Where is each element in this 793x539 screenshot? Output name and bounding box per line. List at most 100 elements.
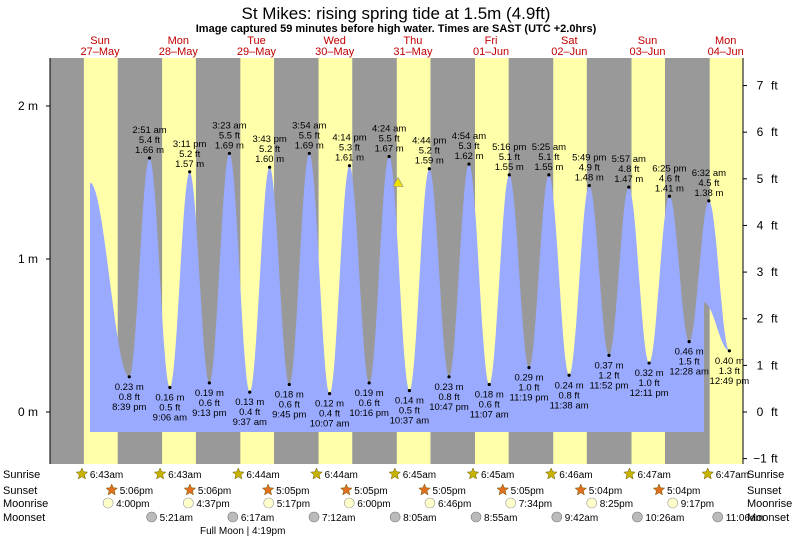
tide-labels: 0.23 m0.8 ft8:39 pm2:51 am5.4 ft1.66 m0.… xyxy=(112,120,749,429)
sunrise-icon xyxy=(310,467,323,480)
low-tide-height-ft: 1.5 ft xyxy=(679,357,700,368)
sunrise-icon xyxy=(231,467,245,480)
tide-point xyxy=(168,385,172,390)
tide-point xyxy=(447,375,451,379)
right-axis-tick-unit: ft xyxy=(771,265,778,279)
tide-point xyxy=(687,340,691,344)
high-tide-height-m: 1.67 m xyxy=(375,143,404,154)
high-tide-height-ft: 4.5 ft xyxy=(698,178,719,189)
day-date-label: 03–Jun xyxy=(629,46,665,58)
left-axis-tick-label: 2 m xyxy=(18,99,38,113)
sunrise-time: 6:47am xyxy=(716,470,749,481)
day-of-week-label: Tue xyxy=(247,35,266,47)
tide-point xyxy=(188,170,192,174)
sunrise-time: 6:43am xyxy=(168,470,201,481)
tide-point xyxy=(427,167,431,171)
day-of-week-label: Fri xyxy=(485,35,498,47)
day-date-label: 02–Jun xyxy=(551,46,587,58)
low-tide-time: 8:39 pm xyxy=(112,402,146,413)
tide-point xyxy=(367,381,371,385)
low-tide-time: 11:19 pm xyxy=(510,393,549,404)
sunrise-time: 6:44am xyxy=(325,470,358,481)
low-tide-time: 9:37 am xyxy=(233,417,267,428)
tide-point xyxy=(667,194,672,198)
chart-title: St Mikes: rising spring tide at 1.5m (4.… xyxy=(242,4,551,23)
right-axis-tick-unit: ft xyxy=(771,452,778,466)
high-tide-time: 4:54 am xyxy=(452,131,486,142)
sunrise-time: 6:43am xyxy=(90,470,123,481)
current-level-marker xyxy=(392,176,404,187)
moonrise-row-label-left: Moonrise xyxy=(3,498,48,510)
high-tide-height-ft: 5.4 ft xyxy=(139,135,160,146)
high-tide-height-m: 1.48 m xyxy=(575,173,604,184)
low-tide-time: 10:07 am xyxy=(310,419,350,430)
moonrise-icon xyxy=(505,497,517,509)
low-tide-height-m: 0.37 m xyxy=(594,360,623,371)
high-tide-height-ft: 4.8 ft xyxy=(618,164,639,175)
right-axis-tick-unit: ft xyxy=(771,218,778,232)
low-tide-height-ft: 0.6 ft xyxy=(199,398,220,409)
sunrise-time: 6:44am xyxy=(246,470,279,481)
day-of-week-label: Sun xyxy=(90,35,110,47)
sunset-row-label-right: Sunset xyxy=(747,485,781,497)
moonset-icon xyxy=(227,511,239,523)
low-tide-time: 12:49 pm xyxy=(710,376,750,387)
tide-point xyxy=(527,366,531,370)
sunset-icon xyxy=(496,483,510,496)
high-tide-height-ft: 5.2 ft xyxy=(419,146,440,157)
day-headers: Sun27–MayMon28–MayTue29–MayWed30–MayThu3… xyxy=(81,35,744,58)
moonset-icon xyxy=(470,511,482,523)
tide-point xyxy=(207,381,211,385)
day-date-label: 27–May xyxy=(81,46,121,58)
tide-point xyxy=(607,353,611,357)
moonset-icon xyxy=(146,511,157,523)
low-tide-height-m: 0.19 m xyxy=(195,388,224,399)
moonset-icon xyxy=(632,511,643,523)
low-tide-height-m: 0.24 m xyxy=(555,380,584,391)
low-tide-time: 12:28 am xyxy=(669,367,709,378)
left-axis-tick-label: 0 m xyxy=(18,405,38,419)
tide-point xyxy=(547,173,551,177)
low-tide-height-m: 0.18 m xyxy=(275,389,304,400)
high-tide-height-ft: 4.6 ft xyxy=(659,173,680,184)
high-tide-time: 5:16 pm xyxy=(492,142,526,153)
right-axis-tick-unit: ft xyxy=(771,125,778,139)
high-tide-height-m: 1.47 m xyxy=(614,174,643,185)
low-tide-height-m: 0.12 m xyxy=(315,399,344,410)
moonrise-time: 4:00pm xyxy=(116,499,149,510)
low-tide-time: 9:45 pm xyxy=(272,409,306,420)
moonrise-row-label-right: Moonrise xyxy=(747,498,792,510)
low-tide-height-ft: 0.8 ft xyxy=(119,392,140,403)
low-tide-height-ft: 1.0 ft xyxy=(639,378,660,389)
low-tide-height-m: 0.19 m xyxy=(355,388,384,399)
high-tide-time: 5:57 am xyxy=(612,154,646,165)
moonrise-icon xyxy=(343,497,355,509)
day-of-week-label: Wed xyxy=(323,35,345,47)
right-axis-tick-number: 2 xyxy=(757,312,764,326)
low-tide-time: 9:13 pm xyxy=(192,408,226,419)
sunset-icon xyxy=(183,483,197,496)
moonrise-time: 8:25pm xyxy=(600,499,633,510)
moonrise-time: 4:37pm xyxy=(196,499,229,510)
moonset-time: 6:17am xyxy=(241,513,274,524)
high-tide-height-m: 1.38 m xyxy=(694,188,723,199)
high-tide-height-ft: 5.1 ft xyxy=(499,152,520,163)
tide-point xyxy=(707,199,711,203)
right-axis-tick-number: 7 xyxy=(757,79,764,93)
right-axis-tick-number: 0 xyxy=(757,405,764,419)
low-tide-time: 10:47 pm xyxy=(429,402,469,413)
high-tide-height-ft: 5.2 ft xyxy=(259,144,280,155)
high-tide-height-m: 1.69 m xyxy=(295,140,324,151)
low-tide-height-ft: 0.4 ft xyxy=(319,409,340,420)
tide-point xyxy=(587,183,591,188)
high-tide-height-ft: 5.5 ft xyxy=(299,130,320,141)
sunset-time: 5:05pm xyxy=(276,486,309,497)
tide-point xyxy=(387,154,391,159)
low-tide-height-m: 0.23 m xyxy=(435,382,464,393)
low-tide-height-ft: 1.3 ft xyxy=(719,366,740,377)
sunrise-icon xyxy=(623,467,636,480)
low-tide-height-ft: 1.0 ft xyxy=(518,383,539,394)
low-tide-height-ft: 0.8 ft xyxy=(559,390,580,401)
right-axis-tick-unit: ft xyxy=(771,312,778,326)
